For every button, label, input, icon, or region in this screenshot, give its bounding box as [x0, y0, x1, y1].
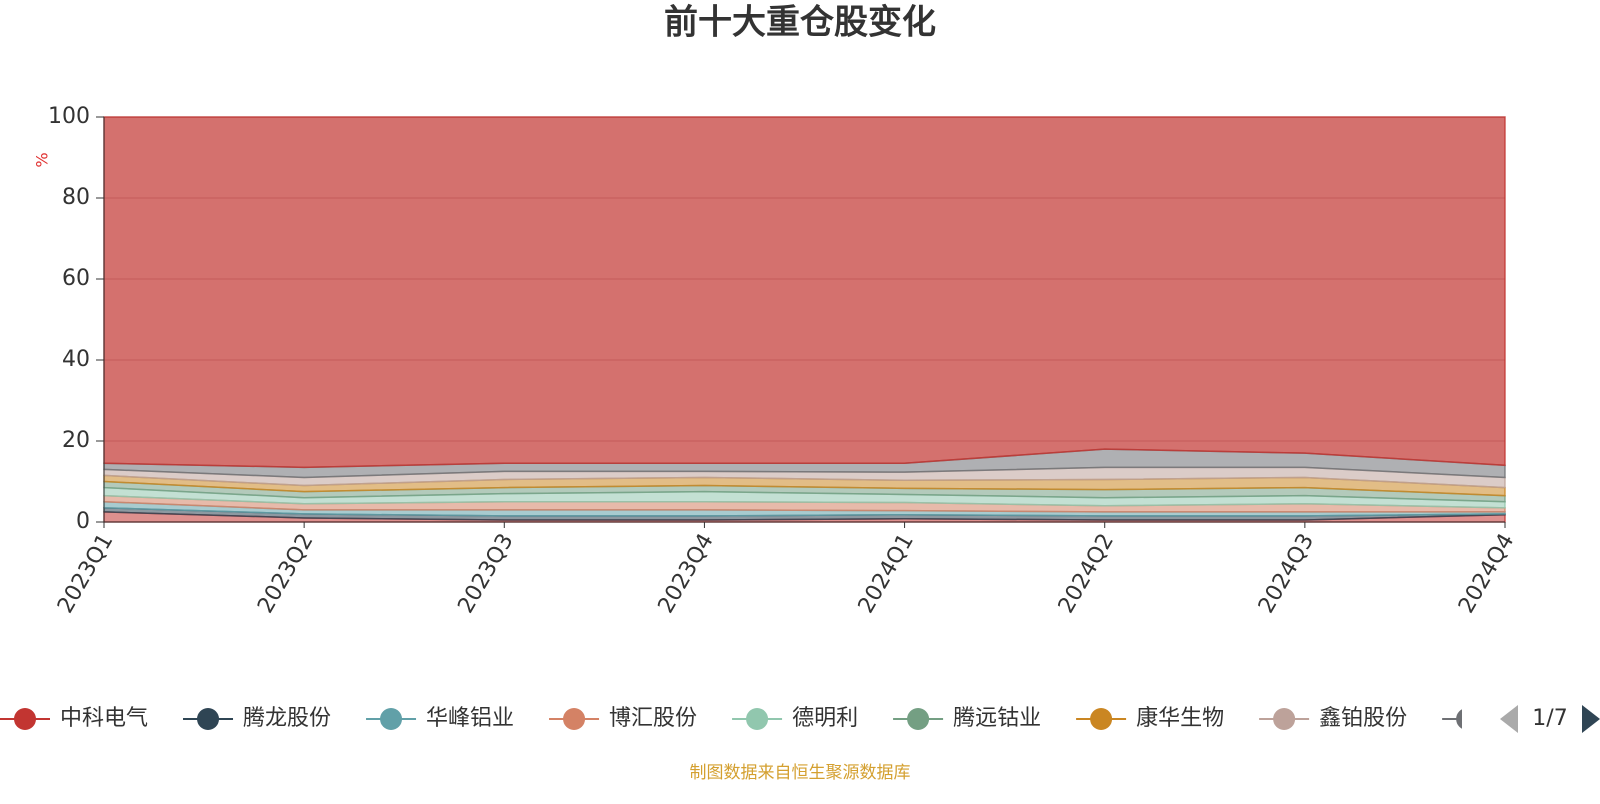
legend-label[interactable]: 中科电气 [60, 706, 148, 731]
x-tick-label: 2024Q4 [1454, 530, 1519, 618]
footer: 制图数据来自恒生聚源数据库 [690, 763, 911, 783]
chart-title: 前十大重仓股变化 [664, 3, 936, 43]
y-tick-label: 40 [62, 347, 90, 372]
legend: 中科电气腾龙股份华峰铝业博汇股份德明利腾远钴业康华生物鑫铂股份爱 [0, 706, 1462, 731]
legend-marker [1456, 709, 1462, 729]
legend-marker [907, 708, 930, 730]
x-tick-label: 2023Q1 [53, 530, 118, 618]
x-tick-label: 2024Q1 [854, 530, 919, 618]
legend-label[interactable]: 华峰铝业 [426, 706, 514, 731]
x-tick-label: 2023Q2 [253, 530, 318, 618]
legend-marker [746, 708, 769, 730]
legend-label[interactable]: 康华生物 [1136, 706, 1224, 731]
y-tick-label: 100 [48, 104, 90, 129]
legend-marker [14, 708, 36, 730]
area [103, 116, 1506, 469]
y-tick-label: 60 [62, 266, 90, 291]
x-tick-label: 2024Q2 [1054, 530, 1119, 618]
y-tick-label: 0 [76, 509, 90, 534]
legend-label[interactable]: 德明利 [792, 706, 858, 731]
x-tick-label: 2024Q3 [1254, 530, 1319, 618]
legend-marker [1090, 708, 1113, 730]
legend-label[interactable]: 腾远钴业 [953, 706, 1041, 731]
legend-label[interactable]: 腾龙股份 [243, 706, 331, 731]
legend-label[interactable]: 博汇股份 [609, 706, 697, 731]
y-tick-label: 80 [62, 185, 90, 210]
legend-next[interactable] [1582, 705, 1600, 733]
legend-marker [197, 708, 220, 730]
legend-marker [1273, 708, 1296, 730]
legend-prev[interactable] [1500, 705, 1518, 733]
x-tick-label: 2023Q4 [654, 530, 719, 618]
legend-label[interactable]: 鑫铂股份 [1319, 706, 1407, 731]
legend-page: 1/7 [1532, 706, 1567, 731]
plot-area: 0 20 40 60 80 100 2023Q1 2023Q2 2023Q3 2023Q4 2024… [48, 104, 1519, 618]
legend-marker [563, 708, 586, 730]
y-tick-label: 20 [62, 428, 90, 453]
legend-marker [380, 708, 403, 730]
y-axis-label: % [33, 152, 52, 167]
x-tick-label: 2023Q3 [453, 530, 518, 618]
